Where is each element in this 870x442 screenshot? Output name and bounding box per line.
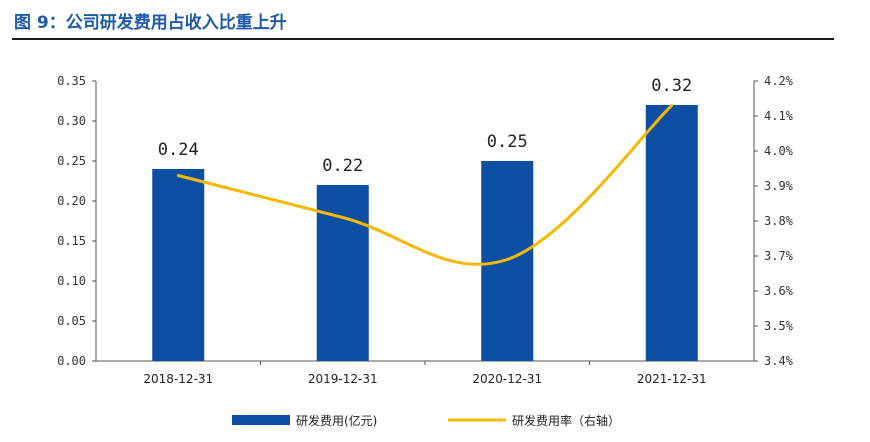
left-tick-label: 0.00	[57, 354, 86, 368]
left-tick-label: 0.05	[57, 314, 86, 328]
left-tick-label: 0.10	[57, 274, 86, 288]
line-path	[176, 104, 674, 266]
bar	[152, 169, 205, 361]
title-rule	[12, 38, 834, 40]
x-tick-label: 2020-12-31	[472, 372, 542, 386]
left-tick-label: 0.20	[57, 194, 86, 208]
right-tick-label: 3.8%	[764, 214, 794, 228]
bar-data-label: 0.32	[651, 76, 692, 96]
right-tick-label: 3.4%	[764, 354, 794, 368]
data-labels: 0.24 0.22 0.25 0.32	[158, 76, 692, 176]
figure-title: 图 9：公司研发费用占收入比重上升	[14, 13, 287, 33]
x-tick-label: 2018-12-31	[143, 372, 213, 386]
x-tick-label: 2019-12-31	[308, 372, 378, 386]
right-tick-label: 4.1%	[764, 109, 794, 123]
right-tick-label: 3.9%	[764, 179, 794, 193]
bar	[645, 105, 698, 361]
x-tick-label: 2021-12-31	[637, 372, 707, 386]
bars	[152, 105, 698, 361]
legend-bar-swatch	[232, 415, 290, 425]
right-tick-label: 3.6%	[764, 284, 794, 298]
bar-data-label: 0.22	[322, 156, 363, 176]
left-tick-label: 0.35	[57, 74, 86, 88]
right-tick-label: 3.7%	[764, 249, 794, 263]
legend-line-label: 研发费用率（右轴）	[512, 413, 620, 428]
left-tick-label: 0.25	[57, 154, 86, 168]
right-tick-label: 3.5%	[764, 319, 794, 333]
legend: 研发费用(亿元) 研发费用率（右轴）	[232, 413, 620, 428]
left-tick-label: 0.15	[57, 234, 86, 248]
left-tick-label: 0.30	[57, 114, 86, 128]
right-tick-label: 4.2%	[764, 74, 794, 88]
bar-data-label: 0.24	[158, 140, 199, 160]
axes: 0.00 0.05 0.10 0.15 0.20 0.25 0.30 0.35 3.4% 3.5%…	[57, 74, 794, 386]
bar-data-label: 0.25	[487, 132, 528, 152]
line-series	[176, 104, 674, 266]
legend-bar-label: 研发费用(亿元)	[296, 413, 377, 428]
right-tick-label: 4.0%	[764, 144, 794, 158]
